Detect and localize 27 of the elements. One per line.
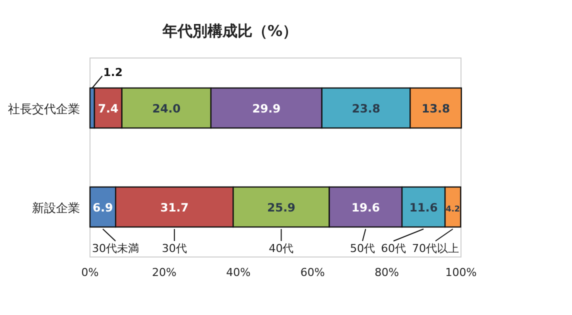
legend-label: 50代 [350, 242, 375, 255]
legend-label: 60代 [381, 242, 406, 255]
data-label: 19.6 [351, 200, 380, 214]
x-tick-label: 20% [152, 266, 176, 279]
x-tick-label: 60% [300, 266, 325, 279]
data-label: 7.4 [98, 102, 118, 116]
data-label: 23.8 [352, 102, 380, 116]
data-label: 13.8 [422, 102, 450, 116]
legend-label: 30代 [162, 242, 187, 255]
x-tick-label: 80% [374, 266, 400, 279]
data-label: 6.9 [92, 200, 113, 214]
y-tick-label: 新設企業 [32, 201, 80, 215]
x-tick-label: 0% [81, 266, 99, 279]
data-label: 4.2 [446, 204, 460, 214]
legend-label: 40代 [268, 242, 294, 255]
data-label: 29.9 [252, 102, 281, 116]
data-label: 25.9 [267, 200, 296, 214]
x-tick-label: 100% [445, 266, 477, 279]
chart-title: 年代別構成比（%） [161, 22, 298, 40]
legend-label: 70代以上 [412, 242, 459, 255]
data-label: 24.0 [152, 102, 181, 116]
data-label: 1.2 [103, 66, 123, 79]
x-tick-label: 40% [226, 266, 251, 279]
data-label: 31.7 [160, 200, 189, 214]
legend-label: 30代未満 [92, 242, 139, 255]
y-tick-label: 社長交代企業 [8, 102, 80, 116]
data-label: 11.6 [409, 200, 438, 214]
